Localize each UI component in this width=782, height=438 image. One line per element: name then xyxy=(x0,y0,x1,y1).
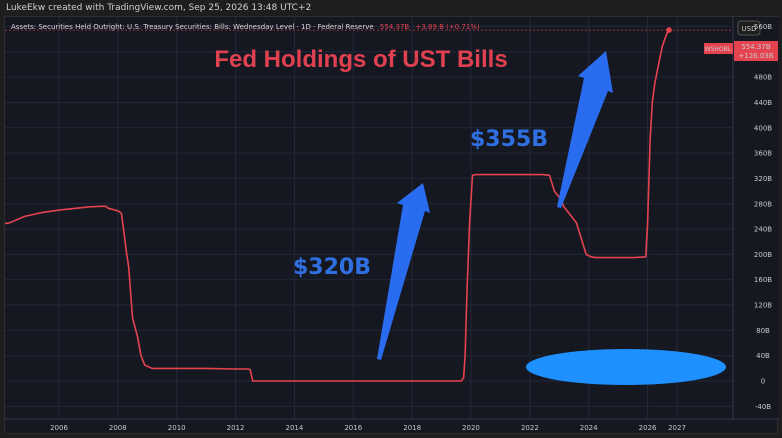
currency-box[interactable] xyxy=(737,20,761,36)
x-tick-label: 2020 xyxy=(462,424,480,432)
x-tick-label: 2022 xyxy=(521,424,539,432)
title-group: Fed Holdings of UST Bills xyxy=(214,46,507,73)
y-tick-label: 560B xyxy=(754,23,772,31)
y-tick-label: 120B xyxy=(754,302,772,310)
y-tick-label: 320B xyxy=(754,175,772,183)
y-tick-label: 80B xyxy=(756,327,770,335)
x-tick-label: 2012 xyxy=(227,424,245,432)
x-axis: 2006 2008 2010 2012 2014 2016 2018 2020 2022 2024… xyxy=(5,418,779,432)
series-layer xyxy=(5,27,672,382)
grid xyxy=(5,17,733,419)
annotation-355b: $355B xyxy=(470,127,548,152)
chart-title: Fed Holdings of UST Bills xyxy=(214,46,507,73)
arrow-2019 xyxy=(377,183,430,360)
arrows-layer xyxy=(377,51,613,360)
x-tick-label: 2008 xyxy=(109,424,127,432)
y-axis-bg xyxy=(733,17,779,419)
x-tick-label: 2024 xyxy=(580,424,598,432)
price-tag-value: 554.37B xyxy=(741,43,770,51)
annotations-layer: $320B $355B xyxy=(293,127,548,280)
y-tick-label: 280B xyxy=(754,200,772,208)
y-axis: USD -40B 0 40B 80B 120B 160B 200B 240B 280B 320B 3… xyxy=(732,17,779,419)
legend-change: +3.89 B (+0.71%) xyxy=(415,23,480,31)
blue-ellipse-marker xyxy=(526,349,726,385)
x-tick-label: 2014 xyxy=(286,424,304,432)
svg-text:Assets: Securities Held Outrig: Assets: Securities Held Outright: U.S. T… xyxy=(11,23,480,31)
y-tick-label: 40B xyxy=(756,352,770,360)
x-tick-label: 2016 xyxy=(344,424,362,432)
chart-caption: LukeEkw created with TradingView.com, Se… xyxy=(6,3,312,13)
y-tick-label: -40B xyxy=(755,403,771,411)
last-point-marker xyxy=(666,27,672,33)
chart-svg[interactable]: USD -40B 0 40B 80B 120B 160B 200B 240B 280B 320B 3… xyxy=(5,17,779,435)
y-tick-label: 0 xyxy=(761,378,765,386)
x-tick-label: 2010 xyxy=(168,424,186,432)
x-tick-label: 2006 xyxy=(50,424,68,432)
symbol-tag-bg xyxy=(704,43,733,54)
price-tag-bg xyxy=(734,41,778,61)
y-tick-label: 400B xyxy=(754,124,772,132)
price-tags: WSHOBL 554.37B +126.03B xyxy=(704,41,778,61)
price-tag-change: +126.03B xyxy=(738,52,773,60)
series-line xyxy=(5,29,670,382)
y-tick-label: 200B xyxy=(754,251,772,259)
y-tick-label: 440B xyxy=(754,99,772,107)
x-tick-label: 2027 xyxy=(668,424,686,432)
x-tick-label: 2026 xyxy=(639,424,657,432)
x-tick-label: 2018 xyxy=(403,424,421,432)
legend-value: 554.37B xyxy=(380,23,409,31)
symbol-tag: WSHOBL xyxy=(705,46,732,53)
legend: Assets: Securities Held Outright: U.S. T… xyxy=(11,23,480,31)
legend-label: Assets: Securities Held Outright: U.S. T… xyxy=(11,23,374,31)
y-tick-label: 240B xyxy=(754,226,772,234)
y-tick-label: 480B xyxy=(754,74,772,82)
currency-label: USD xyxy=(742,25,757,33)
y-tick-label: 360B xyxy=(754,150,772,158)
arrow-2026 xyxy=(557,51,613,208)
y-tick-label: 160B xyxy=(754,276,772,284)
chart-panel: USD -40B 0 40B 80B 120B 160B 200B 240B 280B 320B 3… xyxy=(4,16,779,435)
annotation-320b: $320B xyxy=(293,255,371,280)
